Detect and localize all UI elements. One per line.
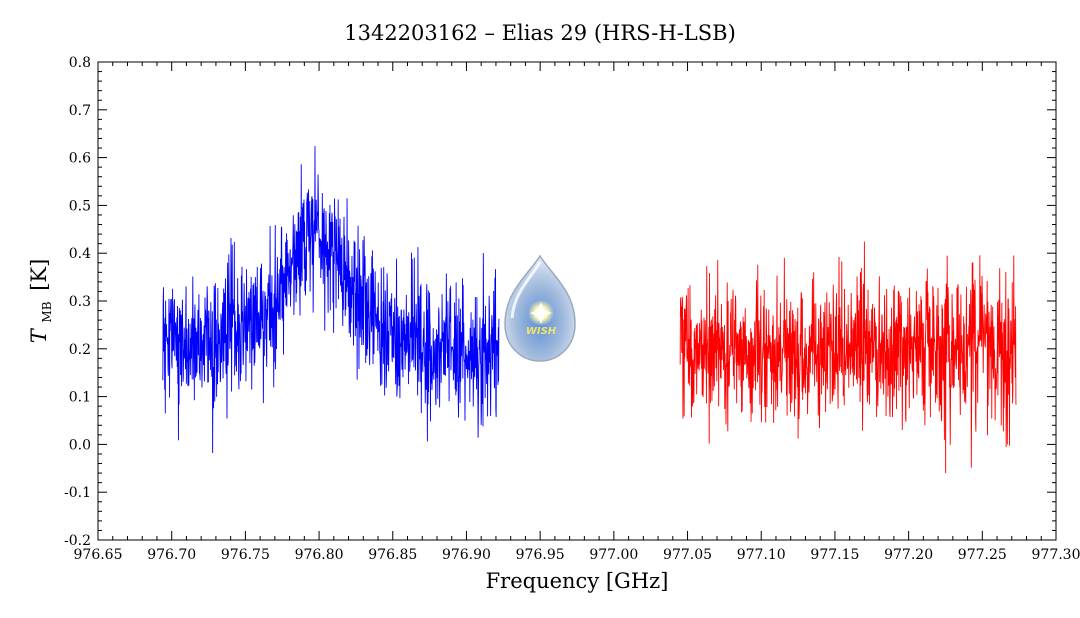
tick-layer: 976.65 976.70 976.75 976.80 976.85 976.90 976.…	[64, 55, 1080, 563]
svg-text:T MB [K]: T MB [K]	[27, 259, 56, 344]
y-tick-label: 0.0	[69, 437, 91, 453]
logo-text: WISH	[526, 326, 557, 337]
y-axis-label-unit: [K]	[27, 259, 51, 291]
star-icon	[530, 302, 552, 324]
plot-area: 976.65 976.70 976.75 976.80 976.85 976.90 976.…	[64, 55, 1080, 563]
x-tick-label: 976.70	[147, 547, 196, 563]
x-tick-label: 976.80	[295, 547, 344, 563]
y-tick-label: 0.2	[69, 342, 91, 358]
x-tick-label: 977.25	[958, 547, 1007, 563]
y-axis-label-main: T	[27, 327, 51, 343]
x-tick-label: 977.05	[663, 547, 712, 563]
y-tick-label: -0.1	[64, 485, 91, 501]
x-tick-label: 976.95	[516, 547, 565, 563]
y-axis-label: T MB [K]	[27, 259, 56, 344]
x-tick-label: 977.30	[1032, 547, 1080, 563]
y-tick-label: 0.5	[69, 198, 91, 214]
y-tick-label: 0.8	[69, 55, 91, 71]
wish-logo: WISH	[504, 254, 576, 362]
x-axis-label: Frequency [GHz]	[486, 569, 669, 593]
series-layer	[162, 146, 1017, 474]
y-axis-label-sub: MB	[40, 301, 54, 322]
spectrum-line-blue	[162, 146, 500, 453]
x-tick-label: 976.90	[442, 547, 491, 563]
x-tick-label: 977.15	[810, 547, 859, 563]
x-tick-label: 976.75	[221, 547, 270, 563]
spectrum-line-red	[679, 241, 1017, 474]
x-tick-label: 976.65	[74, 547, 123, 563]
x-tick-label: 977.20	[884, 547, 933, 563]
y-tick-label: 0.1	[69, 390, 91, 406]
x-tick-label: 977.10	[737, 547, 786, 563]
y-tick-label: 0.3	[69, 294, 91, 310]
x-tick-label: 977.00	[589, 547, 638, 563]
y-tick-label: 0.4	[69, 246, 91, 262]
drop-highlight	[510, 261, 542, 319]
chart-title: 1342203162 – Elias 29 (HRS-H-LSB)	[344, 21, 736, 45]
y-tick-label: 0.7	[69, 103, 91, 119]
x-tick-label: 976.85	[368, 547, 417, 563]
y-tick-label: 0.6	[69, 151, 91, 167]
y-tick-label: -0.2	[64, 533, 91, 549]
